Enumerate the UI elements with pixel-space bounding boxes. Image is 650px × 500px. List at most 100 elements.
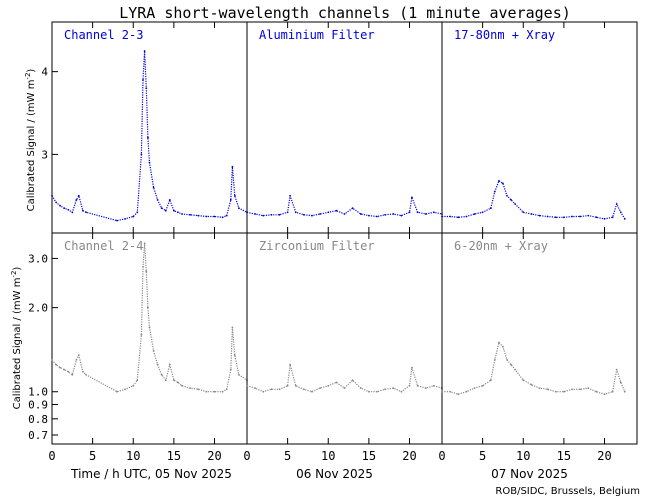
panel-1-title: Channel 2-3	[64, 28, 143, 42]
panel-5-xlabel: 06 Nov 2025	[296, 467, 373, 481]
panel-5-data-point	[262, 390, 265, 393]
panel-3-data-point	[441, 215, 443, 218]
panel-5-data-point	[343, 387, 346, 389]
panel-6-data-point	[502, 345, 504, 348]
panel-1-frame	[51, 21, 248, 234]
panel-1-data-point	[51, 194, 53, 197]
panel-6-data-point	[514, 368, 516, 371]
panel-1-data-point	[145, 87, 148, 90]
panel-5-data-point	[408, 384, 411, 387]
panel-4-xlabel: Time / h UTC, 05 Nov 2025	[70, 467, 232, 481]
panel-2-title: Aluminium Filter	[259, 28, 375, 42]
panel-3-data-point	[530, 213, 533, 215]
y-axis-label-top-text: Calibrated Signal / (mW m	[26, 80, 37, 212]
credit-footer: ROB/SIDC, Brussels, Belgium	[495, 486, 640, 497]
panel-5-data-point	[254, 387, 256, 389]
panel-4-data-point	[82, 370, 84, 373]
panel-4-frame	[51, 232, 248, 445]
panel-1-data-point	[124, 218, 126, 220]
panel-4-data-point	[136, 379, 139, 382]
panel-1-data-point	[55, 201, 57, 204]
panel-6-data-point	[489, 379, 492, 382]
panel-6-data-point	[473, 387, 476, 389]
panel-4-data-point	[77, 354, 80, 357]
panel-5-data-point	[351, 379, 354, 382]
panel-6-data-point	[522, 379, 525, 382]
panel-1-data-point	[77, 194, 80, 197]
panel-4-data-point	[160, 373, 163, 376]
y-axis-label-top-exp: -2	[24, 73, 32, 80]
panel-6-data-point	[546, 388, 549, 391]
panel-4-data-point	[85, 373, 87, 376]
panel-4-data-point	[229, 368, 232, 371]
panel-2-data-point	[411, 196, 413, 199]
panel-3-data-point	[473, 213, 476, 215]
panel-1-ytick-label: 3	[41, 148, 48, 161]
panel-5-title: Zirconium Filter	[259, 239, 375, 253]
panel-1-data-point	[59, 204, 61, 207]
panel-1-data-point	[205, 215, 208, 218]
panel-6-xlabel: 07 Nov 2025	[491, 467, 568, 481]
panel-1-ytick-label: 4	[41, 66, 48, 79]
panel-3-data-point	[457, 216, 460, 219]
panel-1-data-point	[147, 136, 149, 139]
panel-5-xtick-label: 20	[402, 449, 416, 463]
panel-5-data-point	[384, 388, 386, 391]
panel-6-data-point	[465, 390, 468, 393]
panel-2-data-point	[392, 213, 395, 215]
panel-4-xtick-label: 15	[167, 449, 181, 463]
panel-1-data-point	[148, 161, 151, 164]
panel-2-data-point	[335, 209, 338, 212]
panel-4-data-point	[231, 326, 234, 329]
panel-4-data-point	[177, 381, 179, 384]
panel-3-data-point	[493, 190, 496, 193]
panel-4-data-point	[148, 326, 151, 329]
panel-5-xtick-label: 10	[321, 449, 335, 463]
panel-1-data-point	[152, 186, 155, 189]
panel-5-data-point	[416, 384, 419, 387]
panel-6-xtick-label: 0	[438, 449, 445, 463]
panel-1-data-point	[132, 215, 135, 218]
panel-1-data-point	[164, 209, 167, 212]
panel-3-frame	[441, 21, 638, 234]
panel-1-data-point	[116, 219, 118, 222]
panel-3-data-point	[619, 211, 622, 214]
panel-5-series-line	[246, 364, 443, 393]
panel-2-data-point	[278, 213, 281, 216]
y-axis-label-bottom-close: )	[12, 267, 23, 271]
panel-4-xtick-label: 20	[207, 449, 221, 463]
panel-4-data-point	[147, 306, 149, 309]
panel-1-data-point	[160, 207, 163, 210]
panel-3-data-point	[546, 215, 549, 218]
panel-4-data-point	[59, 366, 61, 369]
panel-3-data-point	[498, 180, 500, 182]
panel-3-data-point	[623, 218, 626, 220]
panel-3-data-point	[563, 216, 565, 219]
panel-6-data-point	[498, 341, 500, 344]
panel-2-data-point	[408, 211, 411, 214]
panel-5-data-point	[294, 384, 297, 387]
panel-2-data-point	[262, 214, 265, 217]
panel-3-title: 17-80nm + Xray	[454, 28, 555, 42]
y-axis-label-bottom: Calibrated Signal / (mW m-2)	[10, 267, 23, 410]
panel-4-xtick-label: 10	[126, 449, 140, 463]
panel-4-ytick-label: 3.0	[28, 252, 48, 265]
panel-6-xtick-label: 10	[516, 449, 530, 463]
panel-2-data-point	[400, 214, 403, 217]
panel-6-data-point	[538, 387, 541, 389]
figure-title: LYRA short-wavelength channels (1 minute…	[119, 4, 571, 22]
panel-3-data-point	[510, 199, 512, 201]
panel-4-data-point	[197, 388, 200, 391]
panel-4-data-point	[55, 363, 57, 366]
panel-1-data-point	[140, 153, 143, 156]
panel-4-data-point	[168, 363, 171, 366]
panel-1-data-point	[156, 199, 159, 201]
panel-4-data-point	[132, 384, 135, 387]
panel-2-frame	[246, 21, 443, 234]
panel-1-data-point	[229, 199, 232, 201]
panel-6-data-point	[603, 393, 606, 396]
panel-2-data-point	[294, 211, 297, 214]
panel-4-data-point	[205, 390, 208, 393]
panel-5-data-point	[368, 390, 370, 393]
panel-4-data-point	[164, 379, 167, 382]
